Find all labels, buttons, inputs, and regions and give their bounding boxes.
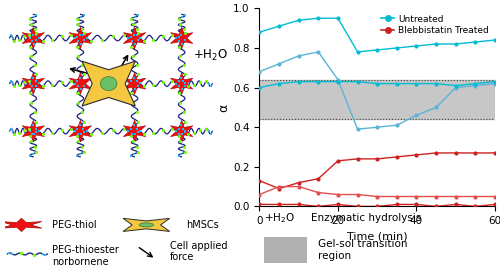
Polygon shape [1, 218, 42, 232]
Polygon shape [69, 120, 92, 142]
Bar [260, 80, 495, 119]
Text: Cell applied
force: Cell applied force [170, 240, 228, 262]
Text: +H$_2$O: +H$_2$O [194, 48, 228, 63]
Text: hMSCs: hMSCs [186, 220, 219, 230]
Polygon shape [124, 27, 146, 49]
Legend: Untreated, Blebbistatin Treated: Untreated, Blebbistatin Treated [379, 13, 490, 37]
X-axis label: Time (min): Time (min) [347, 232, 408, 242]
Polygon shape [69, 73, 92, 95]
Polygon shape [82, 61, 136, 106]
Polygon shape [124, 73, 146, 95]
Polygon shape [22, 27, 44, 49]
Circle shape [100, 77, 117, 91]
Text: +H$_2$O: +H$_2$O [264, 211, 296, 225]
Polygon shape [22, 120, 44, 142]
Text: Gel-sol transition
region: Gel-sol transition region [318, 239, 408, 261]
Polygon shape [69, 27, 92, 49]
Polygon shape [22, 73, 44, 95]
Polygon shape [124, 120, 146, 142]
Y-axis label: α: α [218, 103, 230, 111]
Text: PEG-thiol: PEG-thiol [52, 220, 96, 230]
Polygon shape [123, 218, 170, 232]
Polygon shape [170, 27, 193, 49]
FancyBboxPatch shape [264, 237, 306, 262]
Text: PEG-thioester
norbornene: PEG-thioester norbornene [52, 245, 119, 267]
Polygon shape [170, 120, 193, 142]
Circle shape [139, 223, 154, 227]
Polygon shape [170, 73, 193, 95]
Text: Enzymatic hydrolysis: Enzymatic hydrolysis [311, 213, 422, 223]
